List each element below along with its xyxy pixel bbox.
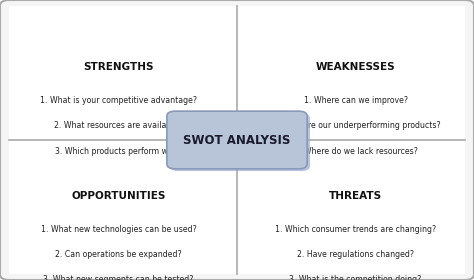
Text: 1. Which consumer trends are changing?: 1. Which consumer trends are changing? bbox=[275, 225, 436, 234]
Text: 1. Where can we improve?: 1. Where can we improve? bbox=[303, 96, 408, 105]
Text: 2. Can operations be expanded?: 2. Can operations be expanded? bbox=[55, 250, 182, 259]
Text: OPPORTUNITIES: OPPORTUNITIES bbox=[71, 191, 166, 201]
Text: WEAKNESSES: WEAKNESSES bbox=[316, 62, 395, 72]
Text: 3. What new segments can be tested?: 3. What new segments can be tested? bbox=[43, 276, 194, 280]
Text: SWOT ANALYSIS: SWOT ANALYSIS bbox=[183, 134, 291, 146]
Text: 1. What new technologies can be used?: 1. What new technologies can be used? bbox=[41, 225, 196, 234]
FancyBboxPatch shape bbox=[167, 111, 307, 169]
Text: STRENGTHS: STRENGTHS bbox=[83, 62, 154, 72]
Text: 2. What are our underperforming products?: 2. What are our underperforming products… bbox=[270, 122, 441, 130]
Text: 2. Have regulations changed?: 2. Have regulations changed? bbox=[297, 250, 414, 259]
Text: 3. Which products perform well?: 3. Which products perform well? bbox=[55, 147, 182, 156]
Text: 2. What resources are available?: 2. What resources are available? bbox=[55, 122, 182, 130]
Text: THREATS: THREATS bbox=[329, 191, 382, 201]
Text: 3. What is the competition doing?: 3. What is the competition doing? bbox=[289, 276, 422, 280]
FancyBboxPatch shape bbox=[170, 113, 310, 171]
Bar bbox=[237, 6, 465, 140]
Bar bbox=[9, 140, 237, 274]
Bar bbox=[237, 140, 465, 274]
Text: 3. Where do we lack resources?: 3. Where do we lack resources? bbox=[293, 147, 418, 156]
Bar bbox=[9, 6, 237, 140]
Text: 1. What is your competitive advantage?: 1. What is your competitive advantage? bbox=[40, 96, 197, 105]
